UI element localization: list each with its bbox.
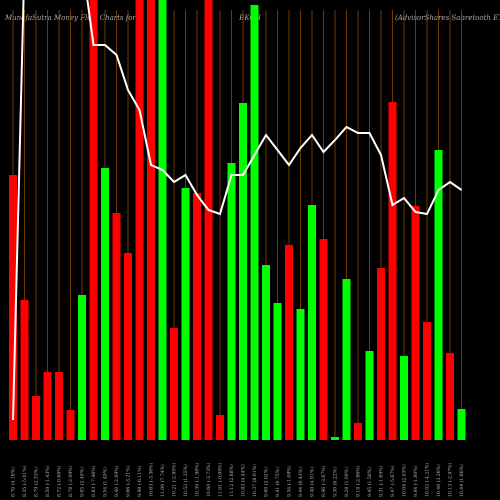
x-tick-label: 10.04 (2.03%) — [401, 464, 408, 497]
bar — [262, 265, 270, 440]
bar — [147, 0, 155, 440]
bar — [423, 322, 431, 440]
bar — [411, 206, 420, 440]
bar — [170, 328, 178, 440]
bar — [181, 188, 190, 440]
x-tick-label: 9.05 (2.49%) — [79, 467, 86, 497]
bar — [216, 415, 224, 440]
x-tick-label: 9.31 (-1.69%) — [378, 465, 385, 497]
x-tick-label: 8.72 (-0.68%) — [56, 465, 63, 497]
x-tick-label: 9.98 (-6.11%) — [136, 465, 143, 497]
bar — [273, 303, 282, 440]
x-tick-label: 10.83 (4.44%) — [240, 464, 247, 497]
x-tick-label: 8.70 (4.16%) — [10, 467, 17, 497]
x-tick-label: 10.02 (-4.21%) — [424, 462, 431, 497]
x-tick-label: 10.44 (1.66%) — [458, 464, 465, 497]
x-tick-label: 10.63 (-3.36%) — [148, 462, 155, 497]
x-tick-label: 9.45 (1.50%) — [366, 467, 373, 497]
x-tick-label: 9.30 (0.22%) — [332, 467, 339, 497]
bar — [457, 409, 466, 440]
x-tick-label: 9.44 (0.43%) — [297, 467, 304, 497]
x-tick-label: 8.59 (-1.43%) — [44, 465, 51, 497]
x-tick-label: 9.47 (-5.67%) — [389, 465, 396, 497]
x-tick-label: 10.37 (8.01%) — [251, 464, 258, 497]
x-tick-label: 8.83 (-7.46%) — [90, 465, 97, 497]
bar — [101, 168, 109, 440]
bar — [9, 175, 17, 440]
bar — [55, 372, 63, 440]
x-tick-label: 8.96 (-3.67%) — [320, 465, 327, 497]
x-tick-label: 9.18 (-2.86%) — [355, 465, 362, 497]
bar — [400, 356, 408, 440]
chart-title: BKCH — [238, 14, 262, 22]
bar — [204, 0, 213, 440]
bar — [112, 213, 121, 440]
bar — [66, 410, 75, 440]
bar — [388, 102, 397, 440]
x-tick-label: 11.00 (7.74%) — [159, 464, 166, 497]
bar — [342, 279, 351, 440]
x-tick-label: 10.60 (-3.73%) — [205, 462, 212, 497]
x-tick-label: 8.78 (-2.99%) — [67, 465, 74, 497]
x-tick-label: 10.46 (3.26%) — [435, 464, 442, 497]
bar — [319, 239, 328, 440]
bar — [239, 103, 247, 440]
bar — [377, 268, 385, 440]
x-tick-label: 9.66 (-3.21%) — [125, 465, 132, 497]
bar — [308, 205, 316, 440]
bar — [124, 253, 132, 440]
x-tick-label: 11.01 (-0.99%) — [217, 462, 224, 497]
x-tick-label: 8.79 (2.33%) — [33, 467, 40, 497]
chart-title: (AdvisorShares Sabretooth ETF — [395, 14, 500, 22]
x-tick-label: 8.35 (-5.01%) — [21, 465, 28, 497]
bar — [434, 150, 443, 440]
x-tick-label: 10.52 (1.25%) — [182, 464, 189, 497]
x-tick-label: 9.54 (1.49%) — [102, 467, 109, 497]
bar — [89, 0, 98, 440]
x-tick-label: 9.40 (4.91%) — [309, 467, 316, 497]
bar — [158, 0, 167, 440]
bar — [250, 5, 259, 440]
x-tick-label: 9.84 (-1.80%) — [412, 465, 419, 497]
bar — [331, 437, 339, 440]
bar — [285, 245, 293, 440]
bar — [20, 300, 29, 440]
x-tick-label: 10.21 (-2.95%) — [171, 462, 178, 497]
bar — [32, 396, 40, 440]
bar — [135, 0, 144, 440]
x-tick-label: 9.34 (-1.08%) — [286, 465, 293, 497]
price-line — [12, 0, 463, 421]
bar — [365, 351, 374, 440]
x-tick-label: 10.13 (-2.97%) — [447, 462, 454, 497]
x-tick-label: 9.40 (-2.69%) — [113, 465, 120, 497]
x-tick-label: 9.41 (0.75%) — [274, 467, 281, 497]
bar — [193, 193, 201, 440]
bar — [296, 309, 305, 440]
x-tick-label: 11.12 (2.68%) — [228, 464, 235, 497]
x-tick-label: 9.28 (1.09%) — [343, 467, 350, 497]
bar — [227, 163, 236, 440]
bar — [43, 372, 52, 440]
bar — [446, 353, 454, 440]
x-tick-label: 10.39 (-1.98%) — [194, 462, 201, 497]
bar — [78, 295, 86, 440]
x-tick-label: 9.60 (2.02%) — [263, 467, 270, 497]
bar — [354, 423, 362, 440]
